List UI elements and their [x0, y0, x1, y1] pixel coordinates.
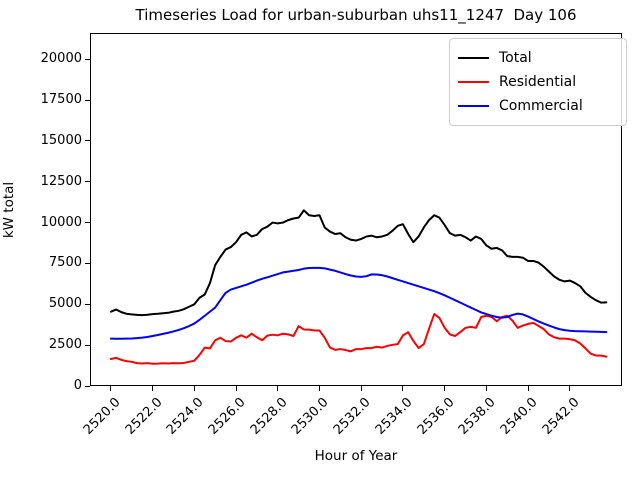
x-tick-mark	[318, 386, 320, 391]
y-tick-label: 10000	[40, 214, 82, 230]
commercial-line-swatch	[458, 105, 489, 107]
y-tick-mark	[85, 58, 90, 60]
y-tick-label: 15000	[40, 132, 82, 148]
x-tick-mark	[152, 386, 154, 391]
y-tick-label: 20000	[40, 51, 82, 67]
y-tick-mark	[85, 262, 90, 264]
x-tick-mark	[527, 386, 529, 391]
y-tick-label: 0	[73, 378, 82, 393]
x-tick-mark	[402, 386, 404, 391]
total-line-swatch	[458, 57, 489, 59]
legend: Total Residential Commercial	[449, 38, 627, 126]
x-axis-label: Hour of Year	[314, 448, 398, 464]
residential-line-swatch	[458, 81, 489, 83]
legend-label-residential: Residential	[499, 74, 577, 90]
y-tick-mark	[85, 140, 90, 142]
y-tick-mark	[85, 99, 90, 101]
legend-entry-total: Total	[458, 46, 618, 70]
series-line-commercial	[109, 266, 608, 340]
y-tick-label: 5000	[48, 296, 82, 312]
x-tick-mark	[277, 386, 279, 391]
x-tick-mark	[193, 386, 195, 391]
y-tick-mark	[85, 385, 90, 387]
legend-entry-commercial: Commercial	[458, 94, 618, 118]
y-tick-mark	[85, 181, 90, 183]
plot-svg	[109, 209, 608, 365]
series-line-residential	[109, 313, 608, 365]
x-tick-mark	[444, 386, 446, 391]
legend-label-total: Total	[499, 50, 532, 66]
y-tick-mark	[85, 344, 90, 346]
y-tick-label: 17500	[40, 92, 82, 107]
legend-label-commercial: Commercial	[499, 98, 583, 114]
x-tick-mark	[110, 386, 112, 391]
y-tick-mark	[85, 222, 90, 224]
x-tick-mark	[360, 386, 362, 391]
y-tick-label: 2500	[48, 337, 82, 353]
y-axis-label: kW total	[1, 181, 17, 239]
chart-title: Timeseries Load for urban-suburban uhs11…	[135, 6, 577, 24]
x-tick-mark	[569, 386, 571, 391]
x-tick-mark	[485, 386, 487, 391]
y-tick-label: 12500	[40, 173, 82, 189]
legend-entry-residential: Residential	[458, 70, 618, 94]
y-tick-mark	[85, 303, 90, 305]
y-tick-label: 7500	[48, 255, 82, 271]
x-tick-mark	[235, 386, 237, 391]
series-line-total	[109, 209, 608, 317]
